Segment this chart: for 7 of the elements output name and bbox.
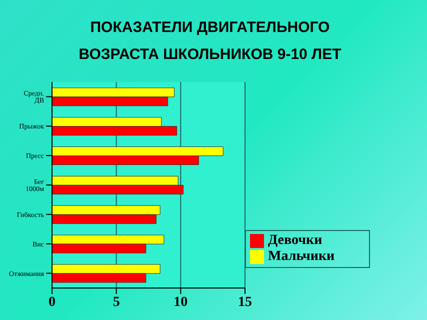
legend-label: Девочки (268, 233, 322, 248)
chart-title: ПОКАЗАТЕЛИ ДВИГАТЕЛЬНОГО ВОЗРАСТА ШКОЛЬНИКОВ 9-10 ЛЕТ (78, 18, 342, 65)
legend-label: Мальчики (268, 249, 335, 264)
x-tick-label: 0 (48, 294, 56, 310)
x-tick-label: 5 (112, 294, 120, 310)
x-tick-label: 10 (174, 294, 188, 310)
x-tick-label: 15 (238, 294, 252, 310)
